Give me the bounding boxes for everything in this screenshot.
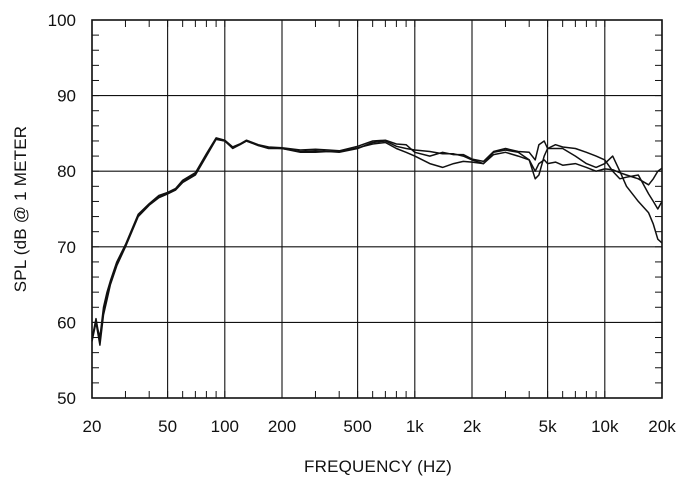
y-tick-label: 80 [57, 162, 76, 181]
y-tick-label: 70 [57, 238, 76, 257]
x-tick-label: 200 [268, 417, 296, 436]
tick-layer [91, 19, 663, 399]
y-axis-title: SPL (dB @ 1 METER [11, 126, 30, 292]
y-tick-label: 50 [57, 389, 76, 408]
y-tick-label: 90 [57, 87, 76, 106]
grid-layer [91, 19, 663, 399]
series-layer [91, 137, 663, 346]
y-tick-label: 100 [48, 11, 76, 30]
x-tick-label: 2k [463, 417, 481, 436]
response-curve [91, 137, 663, 343]
x-tick-label: 1k [406, 417, 424, 436]
x-tick-labels: 20 50 100 200 500 1k 2k 5k 10k 20k [83, 417, 677, 436]
x-axis-title: FREQUENCY (HZ) [304, 457, 452, 476]
response-curve [91, 138, 663, 346]
x-tick-label: 100 [211, 417, 239, 436]
y-tick-labels: 50 60 70 80 90 100 [48, 11, 76, 408]
x-tick-label: 20k [648, 417, 676, 436]
x-tick-label: 500 [343, 417, 371, 436]
x-tick-label: 5k [539, 417, 557, 436]
plot-frame [91, 19, 663, 399]
x-tick-label: 50 [158, 417, 177, 436]
response-curve [91, 137, 663, 339]
y-tick-label: 60 [57, 313, 76, 332]
x-tick-label: 10k [591, 417, 619, 436]
x-tick-label: 20 [83, 417, 102, 436]
